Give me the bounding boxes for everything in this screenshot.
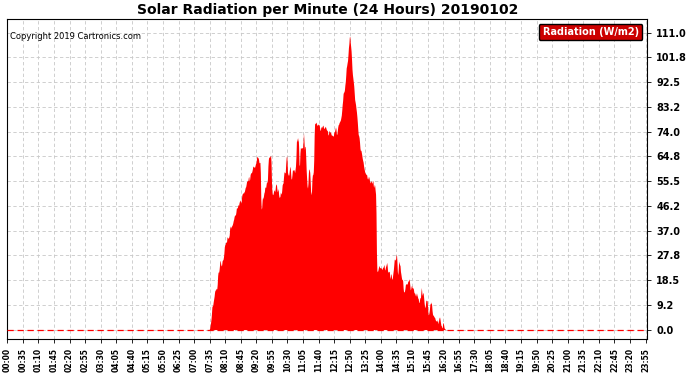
- Title: Solar Radiation per Minute (24 Hours) 20190102: Solar Radiation per Minute (24 Hours) 20…: [137, 3, 518, 17]
- Legend: Radiation (W/m2): Radiation (W/m2): [539, 24, 642, 40]
- Text: Copyright 2019 Cartronics.com: Copyright 2019 Cartronics.com: [10, 32, 141, 41]
